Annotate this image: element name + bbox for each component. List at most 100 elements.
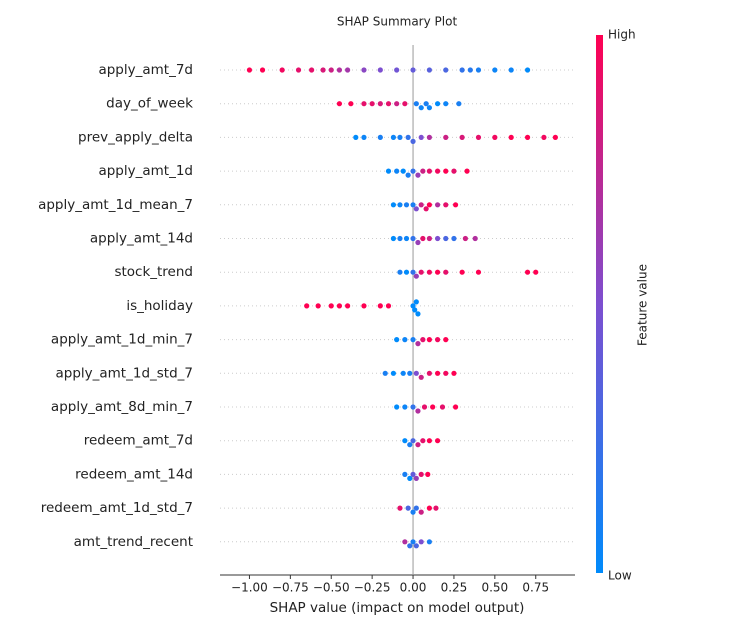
dot: [385, 168, 392, 174]
dot: [451, 370, 457, 376]
feature-label: apply_amt_7d: [98, 62, 193, 78]
dot: [348, 101, 354, 107]
dot: [410, 539, 416, 545]
dot: [309, 67, 315, 73]
dot: [524, 134, 531, 140]
dot: [397, 269, 403, 275]
dot: [390, 134, 397, 140]
dot: [426, 202, 433, 208]
dot: [382, 370, 388, 376]
dot: [410, 138, 416, 144]
dot: [439, 404, 446, 410]
dot: [413, 206, 419, 212]
dot: [328, 67, 334, 73]
dot: [467, 67, 473, 73]
dot: [524, 269, 531, 275]
dot: [407, 543, 413, 549]
dot: [425, 471, 431, 477]
dot: [464, 168, 470, 174]
x-tick-label: 0.00: [400, 581, 427, 595]
dot: [418, 269, 424, 275]
dot: [407, 370, 413, 376]
dot: [410, 235, 416, 242]
dot: [423, 206, 429, 212]
dot: [459, 269, 465, 275]
dot: [405, 505, 411, 511]
x-tick-label: 0.50: [481, 581, 508, 595]
dot: [434, 235, 441, 242]
dot: [415, 408, 421, 414]
dot: [475, 269, 482, 275]
dot: [492, 134, 498, 140]
dot: [426, 370, 433, 376]
dot: [418, 105, 424, 111]
dot: [385, 101, 392, 107]
dot: [426, 67, 433, 73]
dot: [418, 134, 424, 140]
dot: [397, 134, 403, 140]
dot: [413, 370, 419, 376]
dot: [443, 67, 449, 73]
dot: [390, 202, 397, 208]
dot: [361, 101, 367, 107]
dot: [402, 101, 408, 107]
feature-label: is_holiday: [126, 298, 193, 314]
dot: [390, 370, 397, 376]
dot: [361, 303, 367, 309]
dot: [443, 337, 449, 343]
dot: [413, 505, 419, 511]
dot: [443, 269, 449, 275]
dot: [443, 235, 449, 242]
dot: [426, 235, 433, 242]
dot: [426, 134, 433, 140]
dot: [524, 67, 531, 73]
dot: [246, 67, 253, 73]
dot: [443, 202, 449, 208]
dot: [456, 101, 462, 107]
dot: [402, 337, 408, 343]
dot: [410, 404, 416, 410]
feature-label: apply_amt_1d: [98, 163, 193, 179]
dot: [418, 202, 424, 208]
dot: [434, 269, 441, 275]
dot: [423, 101, 429, 107]
dot: [434, 438, 441, 444]
dot: [402, 404, 408, 410]
dot: [320, 67, 326, 73]
colorbar-low: Low: [608, 569, 632, 583]
feature-label: apply_amt_14d: [90, 231, 193, 247]
dot: [421, 404, 428, 410]
dot: [336, 101, 343, 107]
dot: [475, 134, 482, 140]
dot: [394, 67, 400, 73]
dot: [394, 404, 400, 410]
dot: [403, 269, 410, 275]
dot: [451, 168, 457, 174]
dot: [407, 475, 413, 481]
dot: [328, 303, 334, 309]
dot: [459, 67, 465, 73]
dot: [492, 67, 498, 73]
x-tick-label: 0.25: [441, 581, 468, 595]
dot: [418, 471, 424, 477]
dot: [420, 168, 426, 174]
feature-label: redeem_amt_14d: [75, 466, 193, 482]
dot: [413, 101, 419, 107]
colorbar: [596, 35, 603, 573]
dot: [426, 337, 433, 343]
dot: [394, 101, 400, 107]
dot: [377, 134, 383, 140]
dot: [415, 442, 421, 448]
dot: [402, 539, 408, 545]
dot: [412, 307, 418, 313]
dot: [472, 235, 478, 242]
dot: [403, 202, 410, 208]
dot: [410, 168, 416, 174]
dot: [377, 303, 383, 309]
dot: [397, 202, 403, 208]
feature-label: redeem_amt_1d_std_7: [41, 500, 193, 516]
dot: [361, 134, 367, 140]
dot: [426, 438, 433, 444]
dot: [415, 239, 421, 246]
feature-label: day_of_week: [106, 96, 193, 112]
